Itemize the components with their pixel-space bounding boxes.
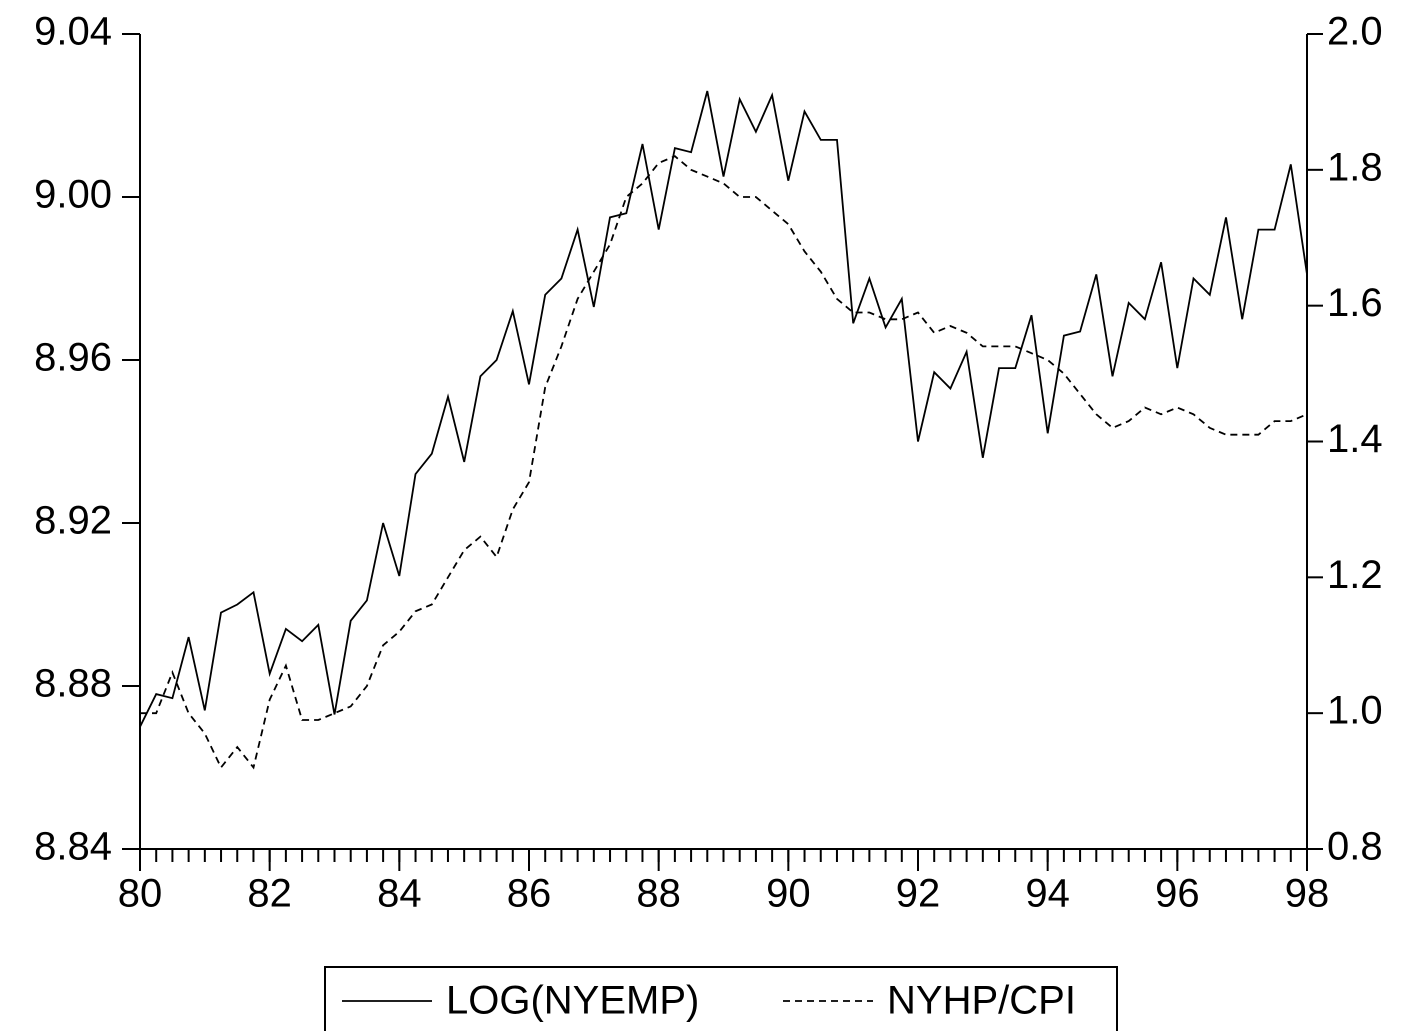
x-tick-label: 88 <box>636 872 681 916</box>
series-line <box>140 155 1308 770</box>
y2-tick-label: 1.4 <box>1327 417 1383 461</box>
y2-tick-label: 1.6 <box>1327 281 1383 325</box>
x-tick-label: 92 <box>896 872 941 916</box>
x-tick-label: 86 <box>507 872 552 916</box>
legend-label: LOG(NYEMP) <box>446 979 699 1023</box>
x-tick-label: 84 <box>377 872 422 916</box>
series-line <box>139 90 1308 728</box>
y-tick-label: 8.96 <box>34 336 112 380</box>
x-tick-label: 94 <box>1025 872 1070 916</box>
legend-box <box>324 966 1118 1031</box>
y2-tick-label: 1.0 <box>1327 689 1383 733</box>
y-tick-label: 8.92 <box>34 499 112 543</box>
y-tick-label: 8.88 <box>34 662 112 706</box>
x-tick-label: 90 <box>766 872 811 916</box>
y2-tick-label: 1.2 <box>1327 553 1383 597</box>
y-tick-label: 8.84 <box>34 825 112 869</box>
x-tick-label: 96 <box>1155 872 1200 916</box>
x-tick-label: 80 <box>118 872 163 916</box>
legend-label: NYHP/CPI <box>887 979 1076 1023</box>
y2-tick-label: 0.8 <box>1327 825 1383 869</box>
y2-tick-label: 2.0 <box>1327 10 1383 54</box>
y-tick-label: 9.04 <box>34 10 112 54</box>
y-tick-label: 9.00 <box>34 173 112 217</box>
x-tick-label: 98 <box>1285 872 1330 916</box>
x-tick-label: 82 <box>247 872 292 916</box>
y2-tick-label: 1.8 <box>1327 145 1383 189</box>
